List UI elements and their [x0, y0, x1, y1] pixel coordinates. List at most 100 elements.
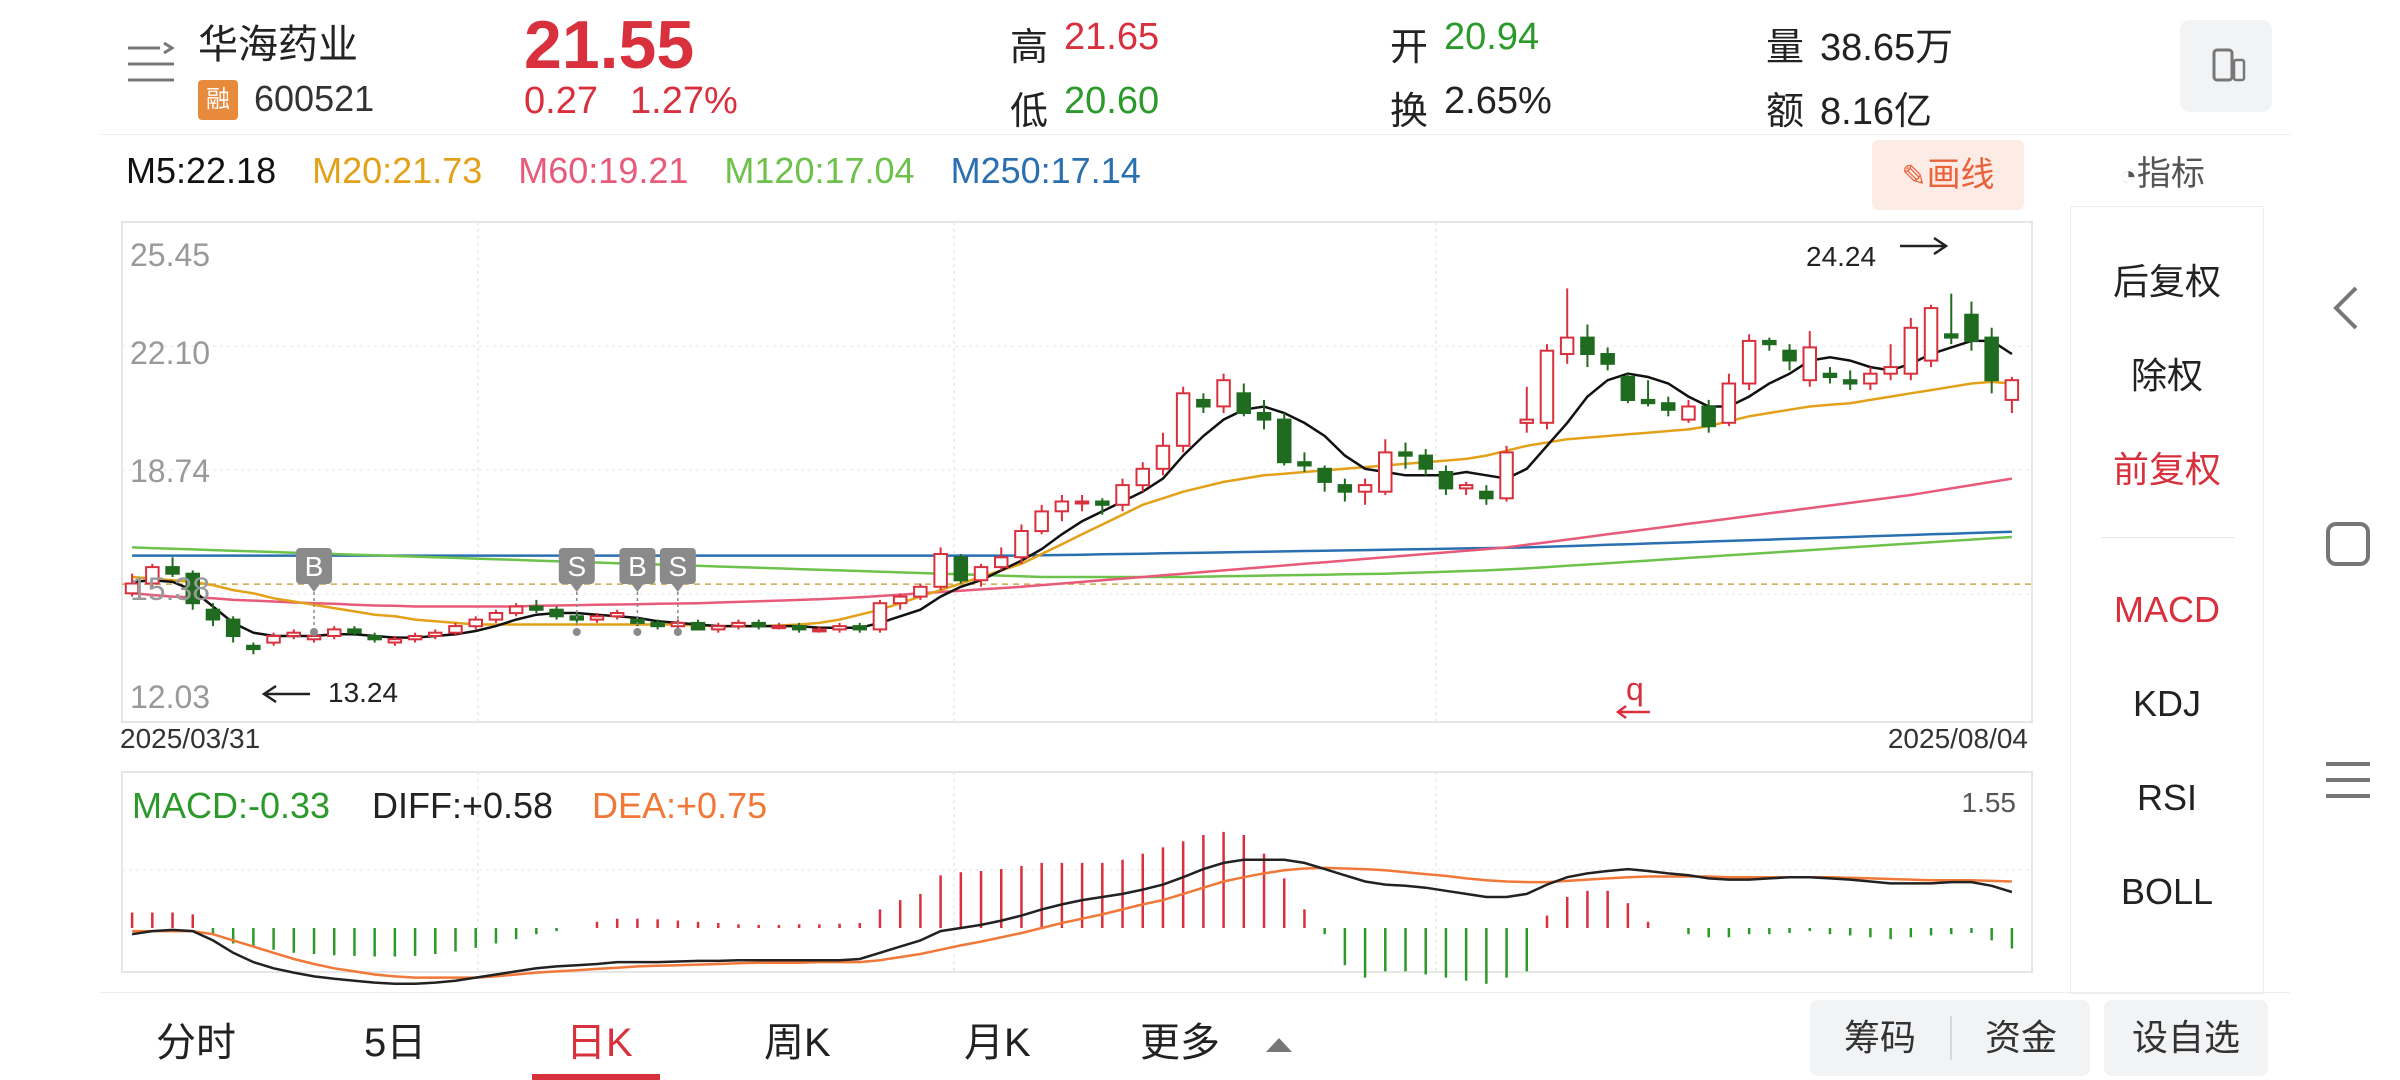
tab-monthly-k[interactable]: 月K — [964, 1021, 1031, 1065]
candle — [1034, 504, 1049, 535]
candle-body — [1337, 484, 1353, 493]
volume-label: 量 — [1766, 27, 1805, 69]
macd-panel-frame — [121, 771, 2033, 973]
candle-body — [1741, 339, 1757, 385]
candle — [953, 554, 969, 584]
ma5-value: M5:22.18 — [126, 150, 277, 191]
candle-body — [1277, 418, 1292, 464]
candle — [751, 619, 766, 630]
kdj-option[interactable]: KDJ — [2132, 683, 2201, 724]
candle — [246, 642, 261, 655]
tab-5day[interactable]: 5日 — [364, 1021, 427, 1065]
button-divider — [1950, 1016, 1952, 1060]
caret-up-icon[interactable] — [1266, 1036, 1292, 1057]
candle-body — [165, 566, 180, 575]
candle — [2004, 376, 2020, 414]
back-adjust-option[interactable]: 后复权 — [2112, 261, 2221, 302]
current-price: 21.55 — [524, 7, 695, 83]
add-to-watchlist-button[interactable]: 设自选 — [2104, 1000, 2268, 1076]
candle — [1903, 317, 1919, 381]
candle-body — [1236, 392, 1251, 414]
tab-daily-k[interactable]: 日K — [566, 1021, 633, 1065]
low-value: 20.60 — [1064, 80, 1160, 122]
candle — [609, 609, 625, 620]
draw-line-button[interactable]: ✎画线 — [1872, 140, 2024, 210]
candle-body — [549, 608, 564, 618]
candle — [1115, 478, 1130, 512]
ex-rights-option[interactable]: 除权 — [2130, 355, 2203, 396]
candle-body — [1479, 490, 1494, 500]
forward-adjust-option[interactable]: 前复权 — [2112, 449, 2221, 490]
candle — [367, 632, 382, 643]
event-marker-icon[interactable]: q — [1615, 671, 1650, 719]
marker-dot — [633, 628, 642, 636]
marker-dot — [572, 628, 581, 636]
indicator-settings-button[interactable]: ◔指标 — [2120, 146, 2205, 195]
side-panel: 后复权 除权 前复权 MACD KDJ RSI BOLL — [2070, 206, 2264, 994]
candle — [1398, 442, 1413, 469]
rsi-option[interactable]: RSI — [2136, 777, 2197, 818]
candle-body — [387, 638, 403, 644]
fund-flow-button[interactable]: 资金 — [1984, 1017, 2057, 1058]
candle — [1438, 465, 1454, 495]
marker-dot — [673, 628, 682, 636]
boll-option[interactable]: BOLL — [2120, 871, 2214, 912]
candle — [589, 613, 605, 623]
candle-body — [1115, 484, 1130, 506]
landscape-toggle-button[interactable] — [2180, 20, 2272, 112]
candle — [771, 622, 787, 630]
nav-recent-icon[interactable] — [2320, 752, 2376, 808]
candle-body — [225, 618, 241, 637]
marker-badge — [659, 548, 696, 584]
candle — [448, 622, 463, 636]
ma-legend: M5:22.18 M20:21.73 M60:19.21 M120:17.04 … — [126, 150, 1167, 192]
macd-option[interactable]: MACD — [2114, 589, 2220, 630]
candle-body — [1984, 336, 1999, 382]
main-chart-grid — [122, 222, 2032, 722]
dea-line — [132, 866, 2012, 979]
candle — [1883, 344, 1898, 381]
candle-body — [246, 644, 261, 651]
marker-badge — [296, 548, 333, 584]
candle-body — [1317, 467, 1332, 483]
main-chart-frame — [121, 221, 2033, 723]
bottom-divider — [100, 992, 2290, 993]
candle-body — [1762, 339, 1777, 346]
candle-body — [1721, 382, 1737, 424]
tab-weekly-k[interactable]: 周K — [764, 1021, 831, 1065]
low-label: 低 — [1010, 91, 1049, 133]
macd-histogram — [130, 831, 2014, 984]
tab-intraday[interactable]: 分时 — [156, 1021, 236, 1065]
candle — [1378, 439, 1393, 495]
candle — [690, 619, 706, 631]
ma120-value: M120:17.04 — [724, 150, 915, 191]
candle-body — [185, 572, 200, 605]
candle — [266, 632, 281, 646]
nav-home-icon[interactable] — [2320, 516, 2376, 572]
candle-body — [771, 625, 787, 630]
candle — [913, 583, 928, 600]
candle — [1196, 393, 1211, 414]
candle-body — [1054, 500, 1070, 513]
list-menu-icon[interactable] — [126, 41, 176, 88]
y-tick-label: 12.03 — [130, 679, 210, 715]
chip-distribution-button[interactable]: 筹码 — [1843, 1017, 1916, 1058]
candle — [1095, 498, 1110, 515]
candle-body — [1135, 467, 1150, 487]
nav-back-icon[interactable] — [2320, 280, 2376, 336]
candlesticks[interactable] — [124, 288, 2020, 655]
candle-body — [266, 635, 281, 644]
candle-body — [407, 635, 423, 641]
svg-text:q: q — [1626, 671, 1644, 707]
start-date-label: 2025/03/31 — [120, 723, 260, 754]
candle — [1822, 367, 1838, 384]
tab-more[interactable]: 更多 — [1140, 1021, 1220, 1065]
y-tick-label: 22.10 — [130, 335, 210, 371]
candle-body — [2004, 379, 2020, 401]
candle-body — [1782, 349, 1797, 362]
candle-body — [367, 635, 382, 641]
amount-value: 8.16亿 — [1820, 91, 1932, 133]
macd-max-label: 1.55 — [1962, 787, 2017, 818]
